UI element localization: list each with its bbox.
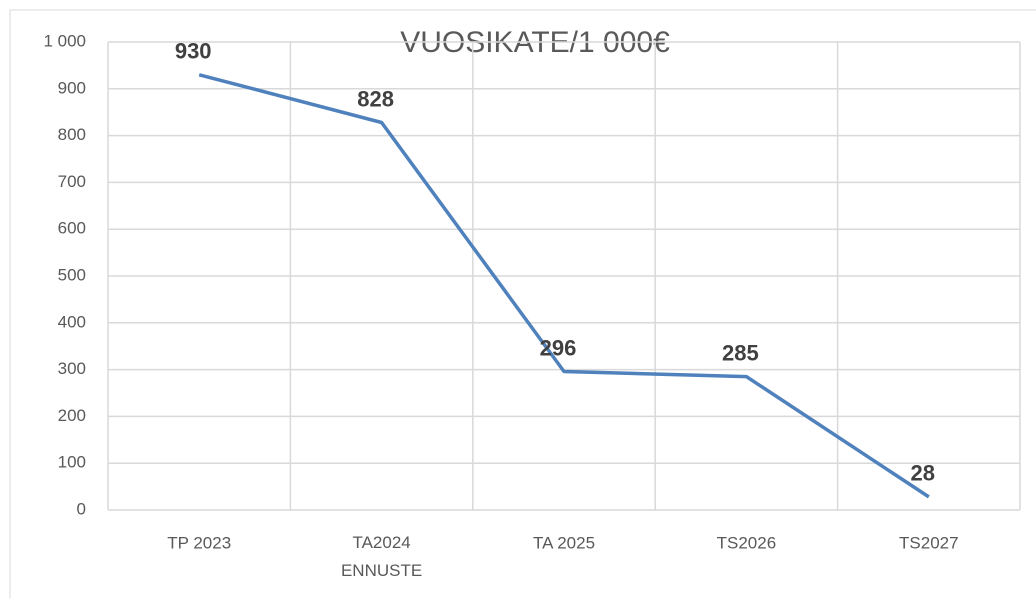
y-tick-label: 100 [58,453,86,472]
data-label: 296 [540,335,577,360]
x-tick-label: TA 2025 [533,533,595,552]
x-tick-label: TS2027 [899,533,959,552]
y-tick-label: 300 [58,359,86,378]
y-tick-label: 1 000 [43,31,86,50]
y-tick-label: 500 [58,265,86,284]
data-label: 285 [722,340,759,365]
y-tick-label: 700 [58,172,86,191]
x-tick-label: TS2026 [717,533,777,552]
data-label: 930 [175,39,212,64]
y-tick-label: 900 [58,78,86,97]
x-tick-label: TA2024 ENNUSTE [341,533,422,580]
y-tick-label: 200 [58,406,86,425]
y-tick-label: 600 [58,219,86,238]
data-line [198,73,930,499]
chart-border [9,9,1036,598]
y-tick-label: 800 [58,125,86,144]
y-tick-label: 0 [77,499,86,518]
data-label: 828 [357,86,394,111]
x-tick-label: TP 2023 [167,533,231,552]
data-label: 28 [911,461,935,486]
y-tick-label: 400 [58,312,86,331]
